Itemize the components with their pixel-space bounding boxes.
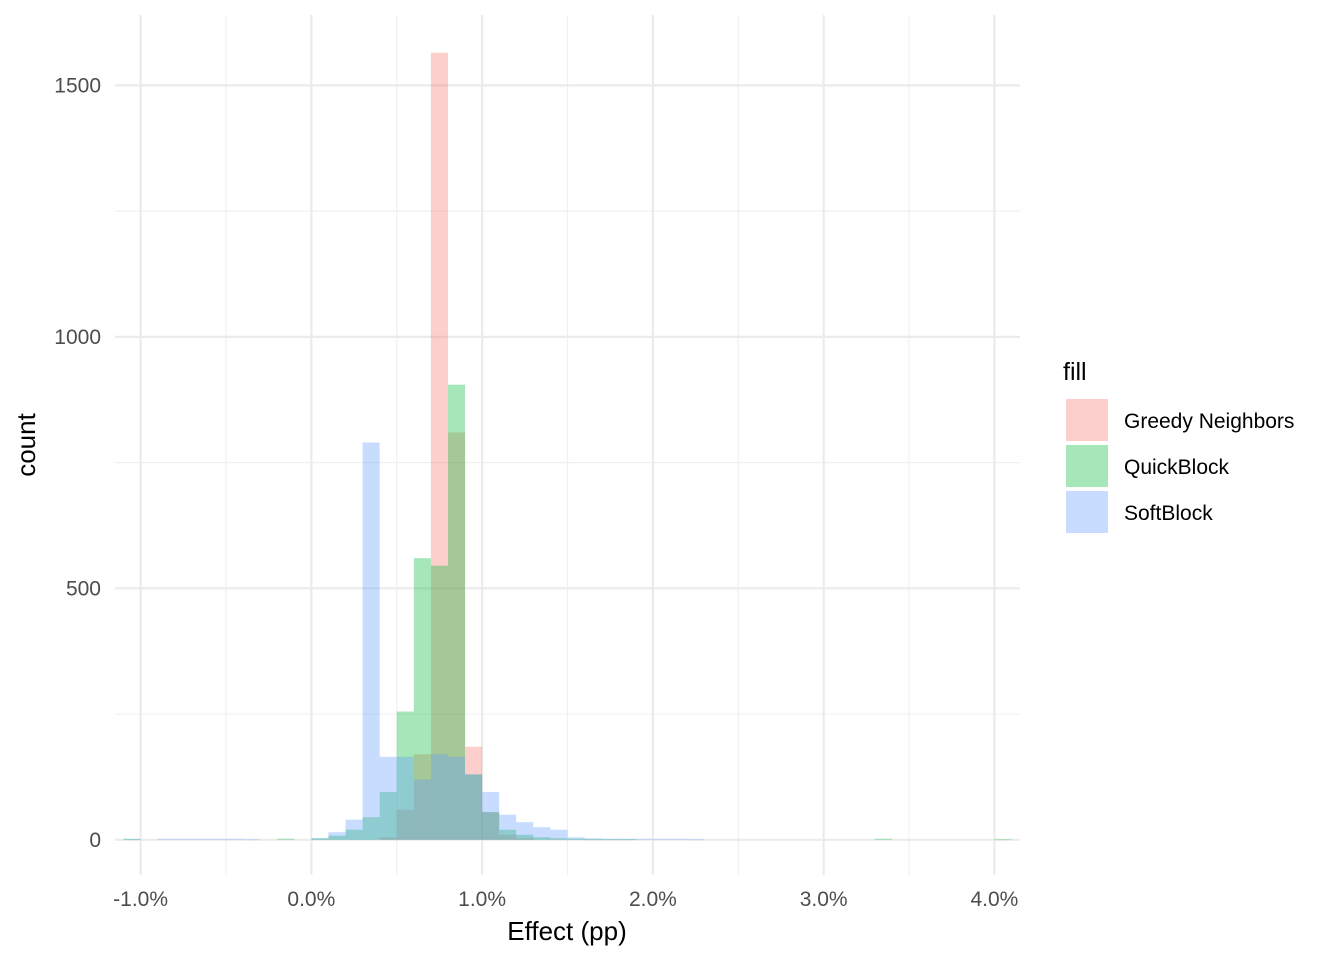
bar-softblock bbox=[430, 754, 448, 840]
x-tick-label: 1.0% bbox=[458, 888, 506, 911]
bar-greedy-neighbors bbox=[516, 838, 534, 840]
bar-quickblock bbox=[516, 834, 534, 840]
bar-quickblock bbox=[379, 792, 397, 840]
bar-quickblock bbox=[328, 835, 346, 840]
bar-softblock bbox=[652, 838, 670, 840]
bar-softblock bbox=[584, 838, 602, 840]
bar-quickblock bbox=[277, 838, 295, 840]
legend-key bbox=[1066, 491, 1108, 533]
bar-softblock bbox=[191, 838, 209, 840]
legend-key-bg bbox=[1066, 491, 1108, 533]
legend-label: SoftBlock bbox=[1124, 502, 1213, 525]
bar-softblock bbox=[208, 838, 226, 840]
bar-quickblock bbox=[311, 838, 329, 840]
bar-softblock bbox=[635, 838, 653, 840]
bar-greedy-neighbors bbox=[413, 754, 431, 840]
legend-title: fill bbox=[1063, 358, 1087, 386]
legend-key bbox=[1066, 399, 1108, 441]
bar-quickblock bbox=[345, 829, 363, 840]
x-tick-label: 0.0% bbox=[287, 888, 335, 911]
x-tick-label: 2.0% bbox=[629, 888, 677, 911]
bar-greedy-neighbors bbox=[396, 809, 414, 840]
bar-quickblock bbox=[482, 812, 500, 840]
bar-quickblock bbox=[123, 839, 141, 841]
legend-label: Greedy Neighbors bbox=[1124, 410, 1294, 433]
bar-softblock bbox=[516, 822, 534, 840]
histogram-bars bbox=[123, 52, 1012, 841]
bar-softblock bbox=[482, 792, 500, 840]
bar-quickblock bbox=[465, 774, 483, 840]
x-tick-label: -1.0% bbox=[113, 888, 168, 911]
bar-quickblock bbox=[413, 558, 431, 840]
bar-quickblock bbox=[601, 839, 619, 841]
bar-softblock bbox=[533, 827, 551, 840]
legend-label: QuickBlock bbox=[1124, 456, 1230, 479]
bar-softblock bbox=[601, 838, 619, 840]
major-gridlines bbox=[115, 15, 1020, 875]
bar-softblock bbox=[413, 779, 431, 840]
bar-softblock bbox=[499, 814, 517, 840]
bar-quickblock bbox=[362, 817, 380, 840]
bar-quickblock bbox=[447, 384, 466, 840]
bar-greedy-neighbors bbox=[447, 432, 466, 840]
bar-softblock bbox=[328, 832, 346, 840]
x-axis-ticks: -1.0% 0.0% 1.0% 2.0% 3.0% 4.0% bbox=[113, 888, 1018, 911]
bar-softblock bbox=[174, 838, 192, 840]
bar-quickblock bbox=[994, 839, 1012, 841]
legend-key-bg bbox=[1066, 399, 1108, 441]
legend: fill Greedy Neighbors QuickBlock SoftBlock bbox=[1063, 358, 1294, 533]
bar-softblock bbox=[225, 838, 244, 840]
bar-quickblock bbox=[533, 837, 551, 840]
bar-softblock bbox=[311, 838, 329, 840]
bar-softblock bbox=[362, 442, 380, 840]
bar-softblock bbox=[243, 839, 261, 841]
bar-softblock bbox=[669, 838, 688, 840]
y-axis-title: count bbox=[11, 412, 41, 476]
bar-quickblock bbox=[550, 838, 568, 840]
bar-quickblock bbox=[567, 838, 585, 840]
bar-softblock bbox=[396, 756, 414, 840]
y-axis-ticks: 0 500 1000 1500 bbox=[54, 74, 101, 851]
bar-greedy-neighbors bbox=[499, 834, 517, 840]
bar-softblock bbox=[550, 829, 568, 840]
bar-greedy-neighbors bbox=[379, 837, 397, 840]
bar-greedy-neighbors bbox=[430, 52, 448, 840]
bar-quickblock bbox=[499, 829, 517, 840]
bar-softblock bbox=[345, 819, 363, 840]
bar-quickblock bbox=[618, 839, 636, 841]
x-tick-label: 3.0% bbox=[800, 888, 848, 911]
bar-greedy-neighbors bbox=[482, 812, 500, 840]
bar-quickblock bbox=[874, 838, 892, 840]
bar-softblock bbox=[687, 839, 705, 841]
bar-softblock bbox=[157, 838, 175, 840]
y-tick-label: 1000 bbox=[54, 326, 101, 349]
x-tick-label: 4.0% bbox=[970, 888, 1018, 911]
y-tick-label: 500 bbox=[66, 577, 101, 600]
bar-softblock bbox=[618, 838, 636, 840]
bar-softblock bbox=[465, 774, 483, 840]
bar-softblock bbox=[123, 838, 141, 840]
x-axis-title: Effect (pp) bbox=[507, 916, 626, 946]
bar-quickblock bbox=[430, 565, 448, 840]
bar-softblock bbox=[379, 756, 397, 840]
bar-quickblock bbox=[584, 839, 602, 841]
y-tick-label: 1500 bbox=[54, 74, 101, 97]
bar-quickblock bbox=[396, 711, 414, 840]
minor-gridlines bbox=[115, 15, 1020, 875]
bar-softblock bbox=[447, 756, 466, 840]
bar-softblock bbox=[567, 837, 585, 840]
legend-key bbox=[1066, 445, 1108, 487]
bar-greedy-neighbors bbox=[465, 746, 483, 840]
legend-key-bg bbox=[1066, 445, 1108, 487]
y-tick-label: 0 bbox=[89, 829, 101, 852]
